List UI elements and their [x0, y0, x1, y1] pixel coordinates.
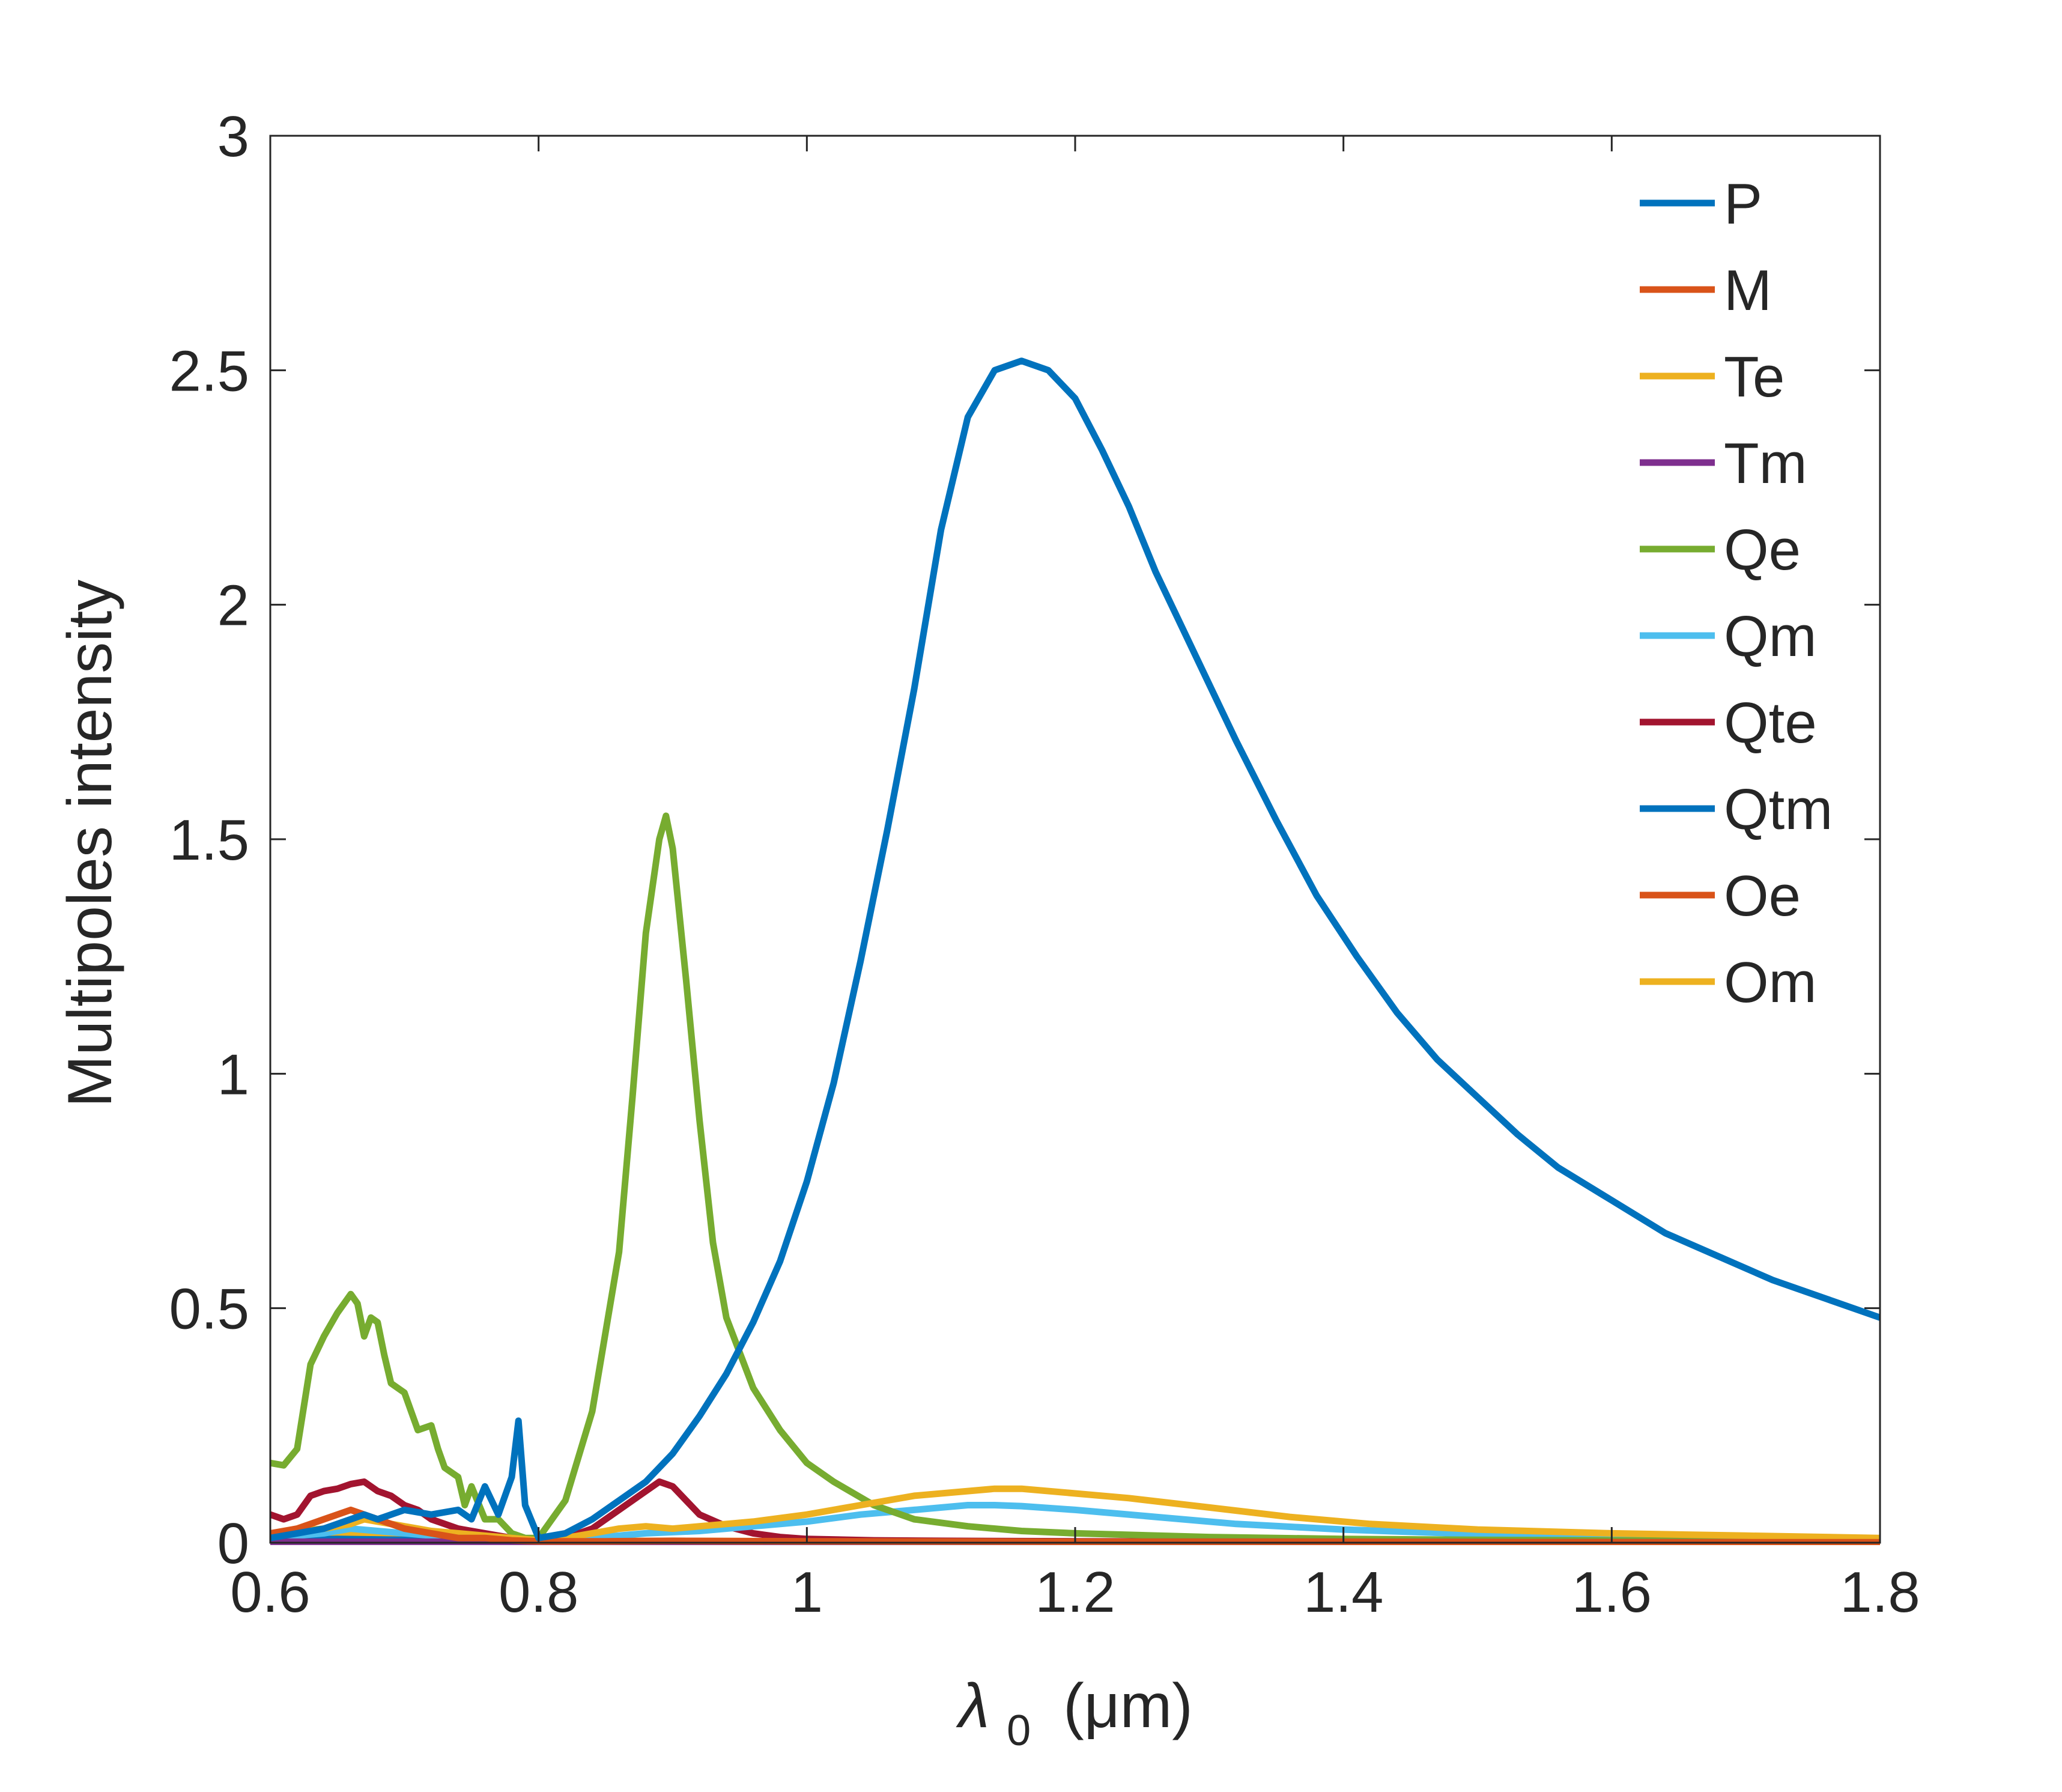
x-tick-label: 1	[791, 1560, 823, 1624]
x-tick-label: 1.6	[1572, 1560, 1652, 1624]
legend-label-m: M	[1724, 258, 1772, 323]
x-tick-label: 0.6	[230, 1560, 310, 1624]
legend-label-qtm: Qtm	[1724, 777, 1833, 842]
y-tick-label: 2	[217, 574, 249, 638]
x-tick-label: 1.4	[1303, 1560, 1383, 1624]
y-axis-label: Multipoles intensity	[55, 580, 125, 1108]
y-tick-label: 1	[217, 1042, 249, 1107]
legend-label-p: P	[1724, 172, 1762, 236]
series-line-p	[270, 357, 1880, 1541]
legend-label-tm: Tm	[1724, 431, 1807, 496]
x-axis-label-symbol: λ	[956, 1671, 989, 1741]
series-line-m	[270, 1506, 1880, 1545]
x-axis-label: λ 0 (μm)	[956, 1671, 1193, 1759]
y-tick-label: 0	[217, 1511, 249, 1576]
legend-label-qte: Qte	[1724, 691, 1817, 755]
y-tick-label: 1.5	[169, 808, 249, 872]
legend-label-qm: Qm	[1724, 604, 1817, 669]
x-axis-label-subscript: 0	[1007, 1707, 1031, 1755]
axes: 0.6 0.8 1 1.2 1.4 1.6 1.8 0 0.5 1 1.5 2 2.5 3	[169, 105, 1920, 1624]
legend-label-om: Om	[1724, 950, 1817, 1015]
x-tick-label: 1.2	[1035, 1560, 1115, 1624]
legend-label-oe: Oe	[1724, 864, 1801, 928]
legend: PM Te Tm Qe Qm Qte Qtm Oe Om	[1640, 172, 1833, 1015]
y-tick-label: 2.5	[169, 339, 249, 403]
x-tick-label: 1.8	[1840, 1560, 1920, 1624]
y-tick-label: 3	[217, 105, 249, 169]
series-line-qe	[270, 812, 1880, 1545]
series-line-qm	[270, 1502, 1880, 1544]
legend-label-te: Te	[1724, 345, 1785, 409]
legend-label-qe: Qe	[1724, 518, 1801, 582]
x-tick-label: 0.8	[499, 1560, 578, 1624]
x-axis-label-unit: (μm)	[1063, 1671, 1193, 1741]
y-tick-label: 0.5	[169, 1277, 249, 1341]
